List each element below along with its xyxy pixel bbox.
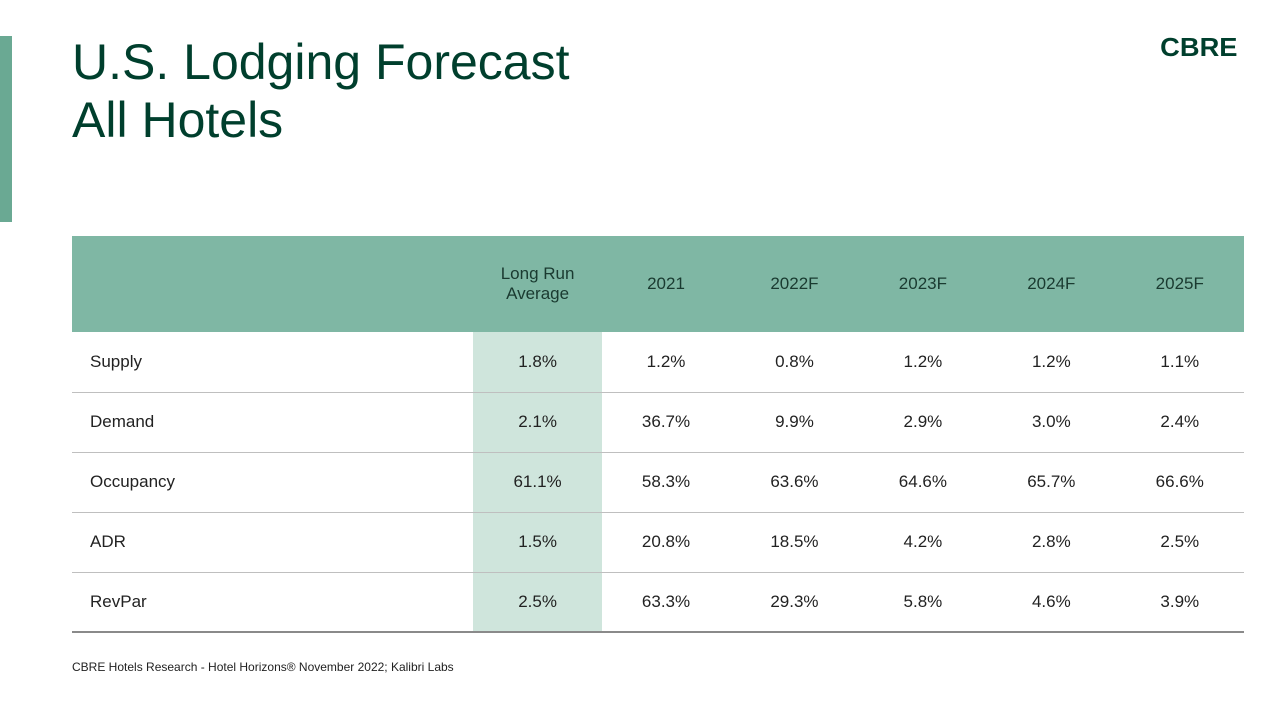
col-header-longrun-line2: Average [479, 284, 595, 304]
cell: 36.7% [602, 392, 730, 452]
cell: 1.2% [602, 332, 730, 392]
cell: 63.6% [730, 452, 858, 512]
cell: 1.2% [859, 332, 987, 392]
metric-label: Demand [72, 392, 473, 452]
cell: 63.3% [602, 572, 730, 632]
cell: 5.8% [859, 572, 987, 632]
brand-logo: CBRE [1160, 32, 1237, 63]
table-row: Supply 1.8% 1.2% 0.8% 1.2% 1.2% 1.1% [72, 332, 1244, 392]
col-header-longrun: Long Run Average [473, 236, 601, 332]
table-row: Demand 2.1% 36.7% 9.9% 2.9% 3.0% 2.4% [72, 392, 1244, 452]
metric-label: Occupancy [72, 452, 473, 512]
forecast-table-wrap: Long Run Average 2021 2022F 2023F 2024F … [72, 236, 1244, 633]
metric-label: ADR [72, 512, 473, 572]
cell: 61.1% [473, 452, 601, 512]
metric-label: RevPar [72, 572, 473, 632]
cell: 64.6% [859, 452, 987, 512]
cell: 1.2% [987, 332, 1115, 392]
cell: 2.8% [987, 512, 1115, 572]
cell: 20.8% [602, 512, 730, 572]
cell: 4.2% [859, 512, 987, 572]
cell: 2.5% [473, 572, 601, 632]
cell: 3.0% [987, 392, 1115, 452]
cell: 58.3% [602, 452, 730, 512]
forecast-table: Long Run Average 2021 2022F 2023F 2024F … [72, 236, 1244, 633]
col-header-2023f: 2023F [859, 236, 987, 332]
col-header-2021: 2021 [602, 236, 730, 332]
col-header-longrun-line1: Long Run [479, 264, 595, 284]
cell: 1.5% [473, 512, 601, 572]
col-header-2024f: 2024F [987, 236, 1115, 332]
cell: 65.7% [987, 452, 1115, 512]
cell: 9.9% [730, 392, 858, 452]
col-header-2022f: 2022F [730, 236, 858, 332]
cell: 29.3% [730, 572, 858, 632]
col-header-2025f: 2025F [1116, 236, 1244, 332]
col-header-metric [72, 236, 473, 332]
table-body: Supply 1.8% 1.2% 0.8% 1.2% 1.2% 1.1% Dem… [72, 332, 1244, 632]
table-row: RevPar 2.5% 63.3% 29.3% 5.8% 4.6% 3.9% [72, 572, 1244, 632]
cell: 0.8% [730, 332, 858, 392]
table-header: Long Run Average 2021 2022F 2023F 2024F … [72, 236, 1244, 332]
cell: 2.4% [1116, 392, 1244, 452]
title-line-1: U.S. Lodging Forecast [72, 34, 570, 90]
accent-bar [0, 36, 12, 222]
table-row: Occupancy 61.1% 58.3% 63.6% 64.6% 65.7% … [72, 452, 1244, 512]
table-row: ADR 1.5% 20.8% 18.5% 4.2% 2.8% 2.5% [72, 512, 1244, 572]
slide-title: U.S. Lodging Forecast All Hotels [72, 34, 570, 149]
cell: 2.9% [859, 392, 987, 452]
cell: 4.6% [987, 572, 1115, 632]
cell: 66.6% [1116, 452, 1244, 512]
cell: 18.5% [730, 512, 858, 572]
cell: 1.8% [473, 332, 601, 392]
source-footnote: CBRE Hotels Research - Hotel Horizons® N… [72, 660, 454, 674]
slide: CBRE U.S. Lodging Forecast All Hotels Lo… [0, 0, 1280, 720]
cell: 1.1% [1116, 332, 1244, 392]
cell: 2.1% [473, 392, 601, 452]
metric-label: Supply [72, 332, 473, 392]
cell: 3.9% [1116, 572, 1244, 632]
title-line-2: All Hotels [72, 92, 283, 148]
cell: 2.5% [1116, 512, 1244, 572]
